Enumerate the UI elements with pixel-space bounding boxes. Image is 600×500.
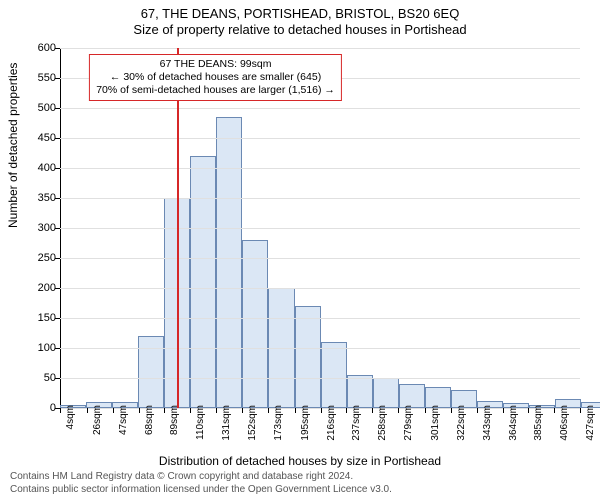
gridline <box>60 228 580 229</box>
y-tick-label: 600 <box>22 42 56 54</box>
x-tick-label: 406sqm <box>559 405 570 441</box>
y-tick-label: 400 <box>22 162 56 174</box>
x-tick-label: 26sqm <box>92 405 103 435</box>
y-tick-label: 0 <box>22 402 56 414</box>
gridline <box>60 168 580 169</box>
x-tick-mark <box>503 408 504 413</box>
x-tick-label: 385sqm <box>533 405 544 441</box>
y-axis-label: Number of detached properties <box>6 63 20 228</box>
x-tick-label: 343sqm <box>482 405 493 441</box>
x-tick-label: 152sqm <box>247 405 258 441</box>
y-tick-label: 350 <box>22 192 56 204</box>
gridline <box>60 138 580 139</box>
x-tick-mark <box>372 408 373 413</box>
x-tick-mark <box>164 408 165 413</box>
y-tick-label: 100 <box>22 342 56 354</box>
histogram-bar <box>216 117 242 408</box>
chart-title-main: 67, THE DEANS, PORTISHEAD, BRISTOL, BS20… <box>0 6 600 22</box>
x-tick-mark <box>60 408 61 413</box>
histogram-bar <box>295 306 321 408</box>
y-tick-label: 450 <box>22 132 56 144</box>
histogram-bar <box>373 378 399 408</box>
x-tick-mark <box>139 408 140 413</box>
x-tick-label: 47sqm <box>118 405 129 435</box>
y-tick-label: 150 <box>22 312 56 324</box>
x-tick-mark <box>216 408 217 413</box>
property-size-histogram: 67, THE DEANS, PORTISHEAD, BRISTOL, BS20… <box>0 0 600 500</box>
y-tick-label: 250 <box>22 252 56 264</box>
plot-area: 67 THE DEANS: 99sqm ← 30% of detached ho… <box>60 48 580 408</box>
x-tick-label: 427sqm <box>585 405 596 441</box>
x-tick-label: 110sqm <box>195 405 206 440</box>
x-tick-mark <box>268 408 269 413</box>
y-tick-label: 200 <box>22 282 56 294</box>
footer-line-2: Contains public sector information licen… <box>10 484 392 497</box>
histogram-bar <box>321 342 347 408</box>
x-tick-mark <box>398 408 399 413</box>
histogram-bar <box>190 156 216 408</box>
y-tick-label: 500 <box>22 102 56 114</box>
x-tick-label: 89sqm <box>169 405 180 435</box>
x-tick-label: 279sqm <box>403 405 414 441</box>
x-tick-mark <box>113 408 114 413</box>
x-tick-label: 173sqm <box>273 405 284 441</box>
x-tick-label: 131sqm <box>221 405 232 441</box>
y-tick-label: 50 <box>22 372 56 384</box>
chart-footer: Contains HM Land Registry data © Crown c… <box>10 471 392 496</box>
gridline <box>60 108 580 109</box>
x-tick-label: 68sqm <box>144 405 155 435</box>
x-tick-mark <box>242 408 243 413</box>
annotation-line-2: ← 30% of detached houses are smaller (64… <box>96 71 335 84</box>
chart-title-sub: Size of property relative to detached ho… <box>0 22 600 38</box>
x-tick-label: 195sqm <box>300 405 311 441</box>
histogram-bar <box>242 240 268 408</box>
histogram-bar <box>138 336 164 408</box>
x-tick-mark <box>554 408 555 413</box>
x-tick-label: 322sqm <box>456 405 467 441</box>
x-tick-label: 364sqm <box>508 405 519 441</box>
x-tick-label: 258sqm <box>377 405 388 441</box>
footer-line-1: Contains HM Land Registry data © Crown c… <box>10 471 392 484</box>
x-tick-mark <box>87 408 88 413</box>
annotation-box: 67 THE DEANS: 99sqm ← 30% of detached ho… <box>89 54 342 101</box>
gridline <box>60 348 580 349</box>
histogram-bar <box>347 375 373 408</box>
y-tick-label: 550 <box>22 72 56 84</box>
chart-title-block: 67, THE DEANS, PORTISHEAD, BRISTOL, BS20… <box>0 0 600 39</box>
x-tick-mark <box>190 408 191 413</box>
annotation-line-1: 67 THE DEANS: 99sqm <box>96 58 335 71</box>
gridline <box>60 258 580 259</box>
y-tick-label: 300 <box>22 222 56 234</box>
x-tick-label: 216sqm <box>326 405 337 441</box>
x-axis-label: Distribution of detached houses by size … <box>0 454 600 468</box>
x-tick-label: 4sqm <box>65 405 76 429</box>
gridline <box>60 198 580 199</box>
x-tick-label: 301sqm <box>430 405 441 441</box>
gridline <box>60 288 580 289</box>
annotation-line-3: 70% of semi-detached houses are larger (… <box>96 84 335 97</box>
gridline <box>60 48 580 49</box>
x-tick-mark <box>477 408 478 413</box>
x-tick-mark <box>425 408 426 413</box>
gridline <box>60 378 580 379</box>
reference-vline <box>177 48 179 408</box>
x-tick-mark <box>321 408 322 413</box>
x-tick-mark <box>528 408 529 413</box>
x-tick-mark <box>451 408 452 413</box>
gridline <box>60 318 580 319</box>
x-tick-mark <box>295 408 296 413</box>
x-tick-mark <box>580 408 581 413</box>
x-tick-mark <box>346 408 347 413</box>
x-tick-label: 237sqm <box>351 405 362 441</box>
